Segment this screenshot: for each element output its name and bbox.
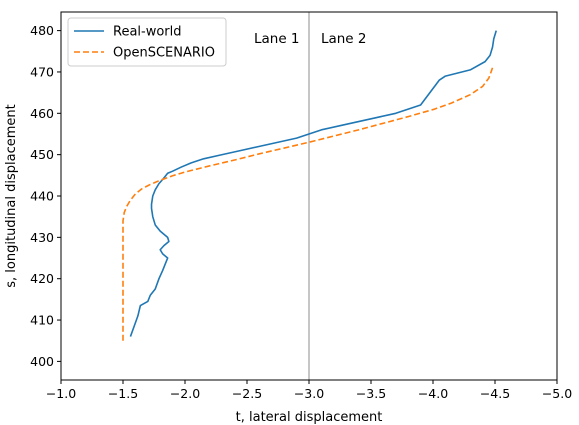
y-tick-label: 470 [30,64,54,79]
y-tick-label: 480 [30,23,54,38]
x-tick-label: −3.0 [294,386,324,401]
y-tick-label: 440 [30,189,54,204]
legend-box [67,17,227,67]
x-tick-label: −2.5 [232,386,262,401]
legend: Real-world OpenSCENARIO [67,17,227,67]
y-tick-label: 430 [30,230,54,245]
y-tick-label: 410 [30,313,54,328]
series-line-1 [129,30,498,337]
x-tick-label: −2.0 [170,386,200,401]
annotation-group: Lane 1 Lane 2 [254,31,367,47]
x-tick-label: −4.0 [418,386,448,401]
y-tick-label: 400 [30,354,54,369]
series-line-2 [122,67,494,341]
x-tick-label: −1.0 [46,386,76,401]
y-axis-label: s, longitudinal displacement [4,104,19,287]
y-tick-label: 450 [30,147,54,162]
x-tick-label: −5.0 [542,386,572,401]
lane-label-1: Lane 1 [254,31,300,47]
x-tick-label: −3.5 [356,386,386,401]
y-tick-label: 460 [30,106,54,121]
tick-group: −1.0 −1.5 −2.0 −2.5 −3.0 −3.5 −4.0 −4.5 −5.0 400 4… [30,23,572,401]
y-tick-label: 420 [30,271,54,286]
legend-label-1: Real-world [113,25,182,40]
lane-label-2: Lane 2 [321,31,367,47]
x-tick-label: −1.5 [108,386,138,401]
x-axis-label: t, lateral displacement [236,410,383,425]
legend-label-2: OpenSCENARIO [113,46,215,61]
x-tick-label: −4.5 [480,386,510,401]
series-group [122,30,498,341]
